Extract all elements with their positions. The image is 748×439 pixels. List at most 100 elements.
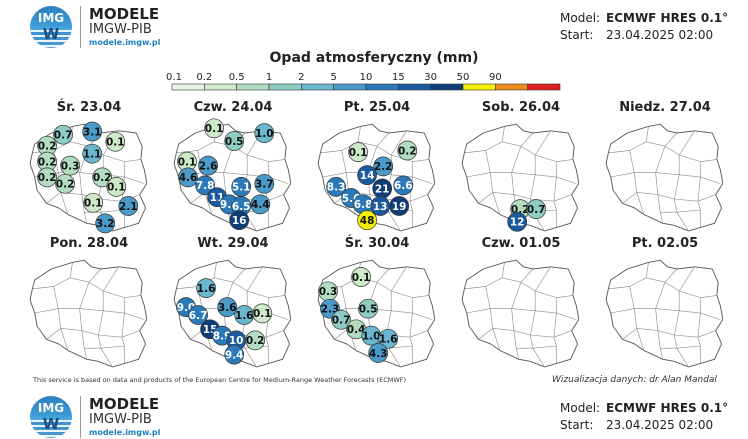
start-value: 23.04.2025 02:00 [606,28,714,42]
precip-marker[interactable]: 6.6 [393,175,414,196]
model-label: Model: [560,11,601,25]
precip-marker[interactable]: 0.3 [60,155,80,176]
precip-marker[interactable]: 0.1 [83,192,104,213]
voivodeship-border [412,312,433,320]
voivodeship-border [700,312,721,320]
precip-marker[interactable]: 16 [229,210,250,231]
voivodeship-border [636,192,645,215]
precip-value: 16 [232,215,247,227]
precip-marker[interactable]: 0.1 [348,142,368,162]
precip-marker[interactable]: 19 [389,196,410,216]
brand-logo[interactable]: IMG W MODELE IMGW-PIB modele.imgw.pl [30,6,160,48]
precip-marker[interactable]: 3.6 [217,297,238,317]
start-label: Start: [560,418,594,432]
voivodeship-border [532,348,545,368]
precip-marker[interactable]: 0.2 [92,167,113,188]
precip-marker[interactable]: 0.2 [37,135,57,156]
imgw-logo-icon: IMG W [30,396,72,438]
precip-marker[interactable]: 0.2 [245,330,266,351]
precip-marker[interactable]: 3.2 [95,213,116,234]
precip-marker[interactable]: 0.1 [204,118,224,139]
precip-marker-circle [82,121,103,142]
precip-marker[interactable]: 1.1 [82,143,103,164]
precip-marker[interactable]: 1.0 [361,325,382,346]
precip-marker[interactable]: 0.7 [526,199,547,219]
map-panel [29,259,148,368]
legend-tick-label: 50 [457,72,470,83]
brand-logo-bottom[interactable]: IMG W MODELE IMGW-PIB modele.imgw.pl [30,396,160,438]
voivodeship-border [553,330,572,338]
precip-value: 0.2 [38,141,57,153]
precip-marker[interactable]: 0.1 [252,303,273,324]
precip-marker[interactable]: 0.1 [105,131,126,152]
precip-value: 10 [229,335,244,347]
start-label: Start: [560,28,594,42]
voivodeship-border [60,328,69,351]
ecmwf-credit: This service is based on data and produc… [33,376,407,384]
precip-marker[interactable]: 0.5 [224,131,245,151]
precip-marker-circle [83,192,104,213]
precip-marker[interactable]: 0.5 [358,298,378,319]
precip-marker[interactable]: 2.6 [198,155,218,176]
precip-marker[interactable]: 0.4 [346,319,366,340]
precip-marker[interactable]: 4.3 [368,343,389,363]
precip-marker[interactable]: 5.1 [231,177,252,197]
precip-marker[interactable]: 8.3 [326,177,346,197]
precip-marker[interactable]: 0.2 [37,151,57,172]
precip-marker[interactable]: 9.4 [224,344,245,365]
precip-marker[interactable]: 0.7 [331,309,351,330]
legend-tick-label: 0.2 [196,72,212,83]
precip-marker[interactable]: 0.7 [53,124,73,145]
precip-marker[interactable]: 13 [370,196,391,216]
precip-marker[interactable]: 1.6 [196,278,216,298]
map-panel [605,123,724,232]
precip-marker[interactable]: 0.2 [397,140,418,161]
precip-marker[interactable]: 0.1 [351,267,371,287]
precip-marker-circle [250,194,271,215]
voivodeship-border [697,194,716,202]
precip-marker[interactable]: 0.2 [55,173,75,194]
precip-marker[interactable]: 0.3 [318,281,338,302]
precip-marker[interactable]: 1.6 [234,305,255,325]
precip-marker[interactable]: 0.2 [37,167,57,188]
brand-name: MODELE [89,5,160,23]
precip-marker[interactable]: 4.4 [250,194,271,215]
panel-date-title: Pt. 25.04 [343,100,411,115]
precip-marker[interactable]: 6.8 [353,194,373,215]
precip-value: 0.1 [253,308,272,320]
precip-value: 13 [373,201,388,213]
precip-marker[interactable]: 0.1 [106,177,127,197]
precip-marker[interactable]: 2.2 [373,156,394,177]
precip-marker[interactable]: 6.7 [188,305,208,325]
precip-marker[interactable]: 3.7 [254,173,275,194]
poland-outline [461,123,580,232]
precip-marker[interactable]: 48 [357,210,377,231]
model-value: ECMWF HRES 0.1° [606,401,729,415]
precip-marker[interactable]: 14 [357,165,377,185]
precip-marker[interactable]: 1.6 [378,328,399,349]
precip-marker[interactable]: 1.0 [254,123,275,143]
precip-value: 0.5 [359,304,378,316]
precip-value: 2.2 [374,161,393,173]
precip-marker[interactable]: 12 [507,211,528,232]
poland-outline [461,259,580,368]
voivodeship-border [608,262,649,290]
brand-url[interactable]: modele.imgw.pl [89,38,161,47]
precip-marker[interactable]: 0.1 [177,151,197,172]
brand-url[interactable]: modele.imgw.pl [89,428,161,437]
precip-marker[interactable]: 21 [372,178,393,199]
precip-value: 3.7 [255,179,274,191]
voivodeship-border [124,176,145,184]
precip-value: 9.4 [225,349,244,361]
precip-value: 8.3 [327,182,346,194]
precip-marker[interactable]: 3.1 [82,121,103,142]
precip-value: 0.7 [332,315,351,327]
legend-tick-label: 0.5 [229,72,245,83]
legend-tick-label: 5 [330,72,336,83]
precip-marker[interactable]: 2.1 [118,196,139,216]
precip-marker[interactable]: 4.6 [178,167,198,188]
precip-marker[interactable]: 7.8 [195,175,215,196]
precip-marker-circle [37,167,57,188]
legend-tick-label: 10 [360,72,373,83]
